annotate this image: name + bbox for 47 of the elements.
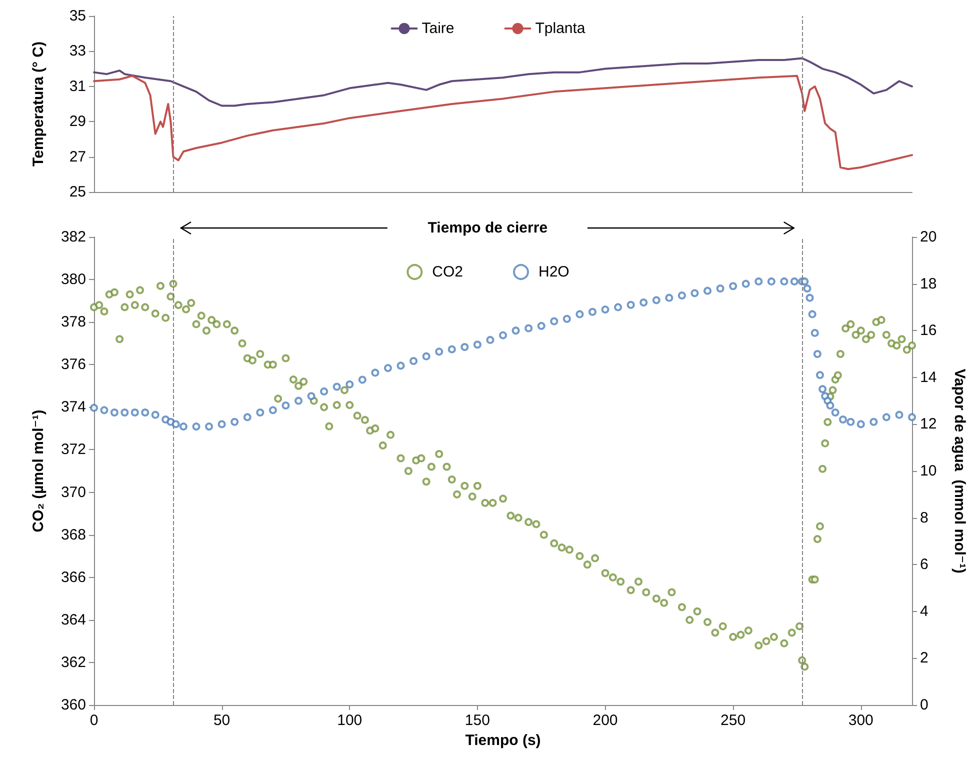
legend-label: Taire: [422, 20, 454, 37]
y2-tick-label: 18: [920, 275, 937, 292]
y2-tick-label: 12: [920, 416, 937, 433]
y-tick-label: 372: [60, 441, 86, 458]
x-tick-label: 200: [592, 712, 618, 729]
legend-label: Tplanta: [535, 20, 586, 37]
y-tick-label: 29: [69, 113, 86, 130]
text: Tiempo de cierre: [428, 220, 548, 236]
y-tick-label: 35: [69, 8, 86, 24]
y-tick-label: 364: [60, 611, 86, 628]
y-tick-label: 382: [60, 228, 86, 246]
line-series: [93, 57, 913, 107]
y2-tick-label: 8: [920, 509, 928, 526]
y2-tick-label: 16: [920, 322, 937, 340]
x-axis-title: Tiempo (s): [465, 732, 541, 749]
y-axis-title: Temperatura (° C): [30, 42, 47, 166]
y-tick-label: 25: [69, 184, 86, 200]
y-tick-label: 366: [60, 568, 86, 586]
y-tick-label: 376: [60, 356, 86, 374]
y-tick-label: 370: [60, 484, 86, 501]
y-tick-label: 362: [60, 654, 86, 671]
x-tick-label: 100: [337, 712, 362, 729]
y-tick-label: 378: [60, 314, 86, 331]
y2-tick-label: 10: [920, 462, 937, 480]
y-tick-label: 33: [69, 42, 86, 60]
x-tick-label: 150: [464, 712, 490, 729]
x-tick-label: 50: [213, 712, 230, 729]
x-tick-label: 250: [720, 712, 746, 729]
y2-tick-label: 14: [920, 368, 937, 386]
y-tick-label: 374: [60, 398, 86, 416]
legend-label: CO2: [432, 264, 463, 280]
line-series: [93, 74, 913, 170]
y-axis-title: CO₂ (µmol mol⁻¹): [30, 410, 47, 532]
y2-tick-label: 2: [920, 650, 928, 667]
y2-tick-label: 6: [920, 556, 928, 574]
y-tick-label: 368: [60, 526, 86, 544]
y2-tick-label: 20: [920, 228, 937, 246]
x-tick-label: 0: [90, 712, 98, 729]
y-tick-label: 360: [60, 696, 86, 714]
y-tick-label: 27: [69, 148, 86, 166]
y-tick-label: 31: [69, 78, 86, 95]
x-tick-label: 300: [848, 712, 874, 729]
y2-axis-title: Vapor de agua (mmol mol⁻¹): [951, 368, 968, 574]
y2-tick-label: 4: [920, 602, 928, 620]
legend-label: H2O: [538, 264, 570, 280]
y2-tick-label: 0: [920, 696, 928, 714]
y-tick-label: 380: [60, 271, 86, 288]
